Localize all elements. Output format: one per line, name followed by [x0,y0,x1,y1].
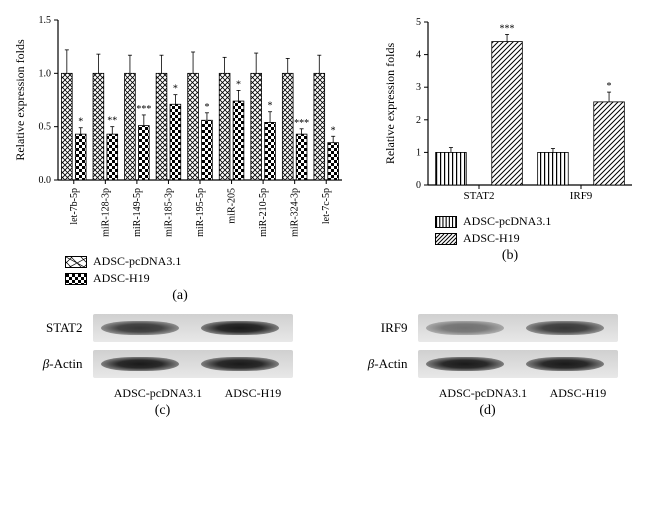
svg-text:miR-149-5p: miR-149-5p [132,188,143,237]
blot-c-columns: ADSC-pcDNA3.1 ADSC-H19 [33,386,293,401]
blot-membrane [93,314,293,342]
blot-band [201,357,279,371]
svg-text:***: *** [500,23,515,34]
legend-label: ADSC-H19 [93,271,150,286]
svg-text:5: 5 [416,17,421,28]
svg-text:miR-324-3p: miR-324-3p [290,188,301,237]
svg-text:2: 2 [416,115,421,126]
svg-text:Relative expression folds: Relative expression folds [383,43,397,165]
svg-text:*: * [607,81,612,92]
legend-b: ADSC-pcDNA3.1 ADSC-H19 [380,214,640,246]
chart-b: 0 1 2 3 4 5 Relative expression folds *** STAT2 *… [380,10,640,210]
blot-band [526,357,604,371]
blot-band [426,357,504,371]
svg-text:*: * [78,117,83,128]
svg-text:***: *** [294,118,309,129]
svg-text:*: * [236,79,241,90]
panel-label-d: (d) [358,403,618,419]
blot-d-columns: ADSC-pcDNA3.1 ADSC-H19 [358,386,618,401]
svg-text:0.5: 0.5 [39,122,52,133]
chart-a: 0.0 0.5 1.0 1.5 Relative expression folds * le… [10,10,350,250]
blot-label: β-Actin [33,356,93,372]
svg-text:1.5: 1.5 [39,15,52,26]
blot-membrane [418,350,618,378]
blot-band [426,321,504,335]
svg-text:3: 3 [416,82,421,93]
svg-text:miR-185-3p: miR-185-3p [163,188,174,237]
legend-label: ADSC-pcDNA3.1 [93,254,181,269]
blot-band [101,357,179,371]
svg-text:1.0: 1.0 [39,68,52,79]
svg-text:let-7b-5p: let-7b-5p [69,188,80,225]
blot-band [101,321,179,335]
legend-label: ADSC-pcDNA3.1 [463,214,551,229]
blot-band [201,321,279,335]
blot-row: β-Actin [33,350,293,378]
svg-text:miR-195-5p: miR-195-5p [195,188,206,237]
svg-text:miR-210-5p: miR-210-5p [258,188,269,237]
svg-text:**: ** [107,116,117,127]
blot-col-label: ADSC-H19 [225,386,282,401]
blot-row: β-Actin [358,350,618,378]
blot-label: β-Actin [358,356,418,372]
legend-a: ADSC-pcDNA3.1 ADSC-H19 [10,254,350,286]
panel-label-b: (b) [380,248,640,264]
svg-text:let-7c-5p: let-7c-5p [321,188,332,224]
blot-membrane [418,314,618,342]
svg-text:Relative expression folds: Relative expression folds [13,39,27,161]
svg-text:0.0: 0.0 [39,175,52,186]
blot-col-label: ADSC-pcDNA3.1 [114,386,202,401]
svg-text:0: 0 [416,180,421,191]
svg-text:*: * [173,84,178,95]
svg-text:***: *** [136,104,151,115]
chart-a-container: 0.0 0.5 1.0 1.5 Relative expression folds * le… [10,10,350,304]
blot-panel-d: IRF9 β-Actin ADSC-pcDNA3.1 ADSC-H19 (d) [358,314,618,419]
svg-text:miR-128-3p: miR-128-3p [100,188,111,237]
legend-swatch-vstripe [435,216,457,228]
blot-label: IRF9 [358,320,418,336]
blot-membrane [93,350,293,378]
legend-swatch-diag [435,233,457,245]
legend-swatch-checker [65,273,87,285]
legend-label: ADSC-H19 [463,231,520,246]
svg-text:STAT2: STAT2 [464,190,495,202]
svg-text:*: * [331,125,336,136]
svg-text:*: * [204,102,209,113]
svg-text:IRF9: IRF9 [570,190,593,202]
blot-panel-c: STAT2 β-Actin ADSC-pcDNA3.1 ADSC-H19 (c) [33,314,293,419]
svg-text:miR-205: miR-205 [227,188,238,224]
panel-label-c: (c) [33,403,293,419]
blot-band [526,321,604,335]
blot-col-label: ADSC-pcDNA3.1 [439,386,527,401]
blot-label: STAT2 [33,320,93,336]
blot-col-label: ADSC-H19 [550,386,607,401]
legend-swatch-crosshatch [65,256,87,268]
blot-row: IRF9 [358,314,618,342]
svg-text:4: 4 [416,50,421,61]
blot-row: STAT2 [33,314,293,342]
chart-b-container: 0 1 2 3 4 5 Relative expression folds *** STAT2 *… [380,10,640,304]
svg-text:*: * [268,101,273,112]
svg-text:1: 1 [416,147,421,158]
panel-label-a: (a) [10,288,350,304]
